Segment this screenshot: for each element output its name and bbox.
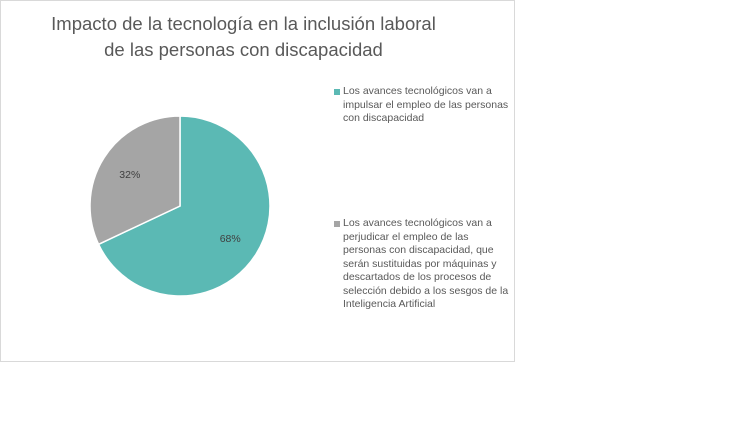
legend-swatch-perjudicar — [334, 221, 340, 227]
chart-frame: Impacto de la tecnología en la inclusión… — [0, 0, 515, 362]
pie-chart: 68% 32% — [89, 115, 271, 297]
chart-title: Impacto de la tecnología en la inclusión… — [41, 11, 446, 63]
pie-slice-impulsar — [97, 115, 271, 297]
legend-swatch-impulsar — [334, 89, 340, 95]
pie-slice-perjudicar — [89, 115, 181, 246]
pie-data-label-perjudicar: 32% — [119, 169, 140, 181]
legend-label-perjudicar: Los avances tecnológicos van a perjudica… — [343, 217, 509, 310]
pie-data-labels: 68% 32% — [119, 169, 240, 245]
chart-title-line-2: de las personas con discapacidad — [104, 39, 383, 60]
chart-title-line-1: Impacto de la tecnología en la inclusión… — [51, 13, 436, 34]
pie-slices — [89, 115, 271, 297]
legend-label-impulsar: Los avances tecnológicos van a impulsar … — [343, 85, 509, 124]
pie-data-label-impulsar: 68% — [220, 233, 241, 245]
